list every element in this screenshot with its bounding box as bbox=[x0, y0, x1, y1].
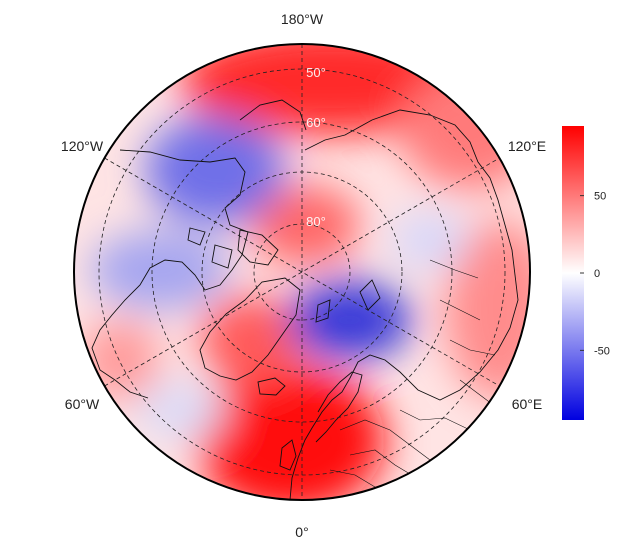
north-america-coast bbox=[91, 149, 249, 399]
scandinavia-coast bbox=[315, 371, 363, 443]
colorbar: 50 0 -50 bbox=[562, 126, 610, 420]
lon-label-120w: 120°W bbox=[61, 138, 104, 154]
meridian-60w-120e bbox=[104, 157, 500, 387]
colorbar-tick-label-50: 50 bbox=[594, 191, 606, 203]
british-isles bbox=[279, 439, 297, 471]
lat-circle-60 bbox=[151, 121, 453, 423]
eurasia-coast bbox=[289, 109, 519, 500]
iceland bbox=[257, 377, 286, 396]
meridian-60e-120w bbox=[104, 157, 500, 387]
lon-label-60w: 60°W bbox=[65, 396, 100, 412]
colorbar-tick-label-0: 0 bbox=[594, 268, 600, 280]
lon-label-180: 180°W bbox=[281, 11, 324, 27]
graticule bbox=[98, 44, 506, 500]
negative-anomaly-barents bbox=[288, 280, 412, 360]
lat-label-60: 60° bbox=[306, 115, 326, 130]
lat-label-50: 50° bbox=[306, 65, 326, 80]
lon-label-60e: 60°E bbox=[512, 396, 543, 412]
map-boundary bbox=[73, 43, 531, 501]
lon-label-120e: 120°E bbox=[508, 138, 546, 154]
lat-label-80: 80° bbox=[306, 214, 326, 229]
arctic-islands bbox=[187, 227, 279, 269]
lon-label-0: 0° bbox=[295, 524, 308, 540]
colorbar-tick-label--50: -50 bbox=[594, 345, 610, 357]
colorbar-ticks: 50 0 -50 bbox=[580, 191, 610, 357]
negative-anomaly-canada bbox=[145, 115, 285, 225]
positive-anomaly-atlantic bbox=[195, 365, 385, 500]
anomaly-field bbox=[74, 44, 530, 500]
novaya-zemlya bbox=[315, 279, 381, 323]
coastlines bbox=[91, 99, 519, 500]
greenland-coast bbox=[199, 277, 301, 381]
positive-anomaly-pole bbox=[250, 185, 360, 265]
colorbar-gradient bbox=[562, 126, 584, 420]
lat-circle-80 bbox=[253, 223, 351, 321]
